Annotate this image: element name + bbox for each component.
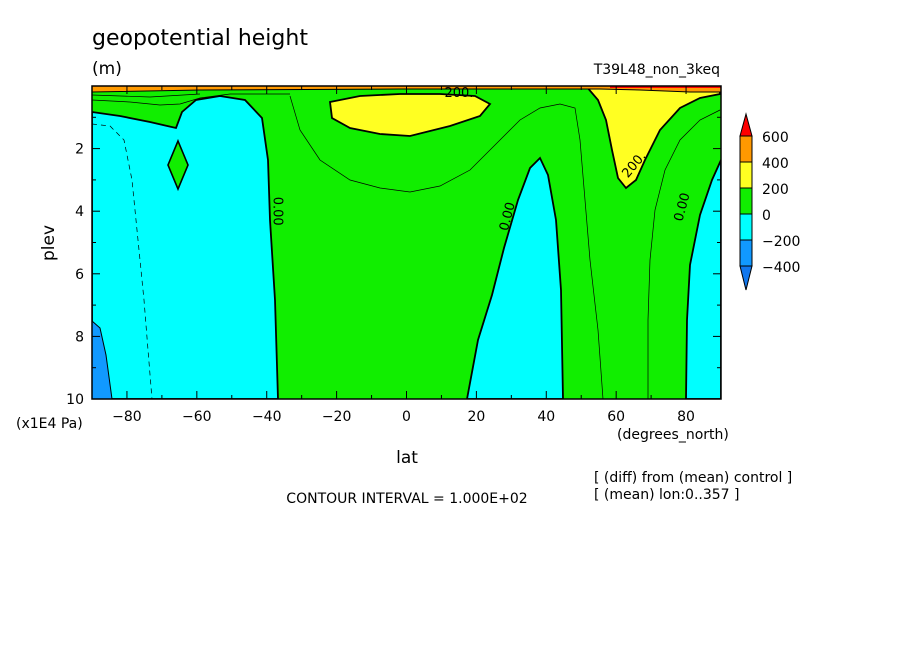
chart-title: geopotential height: [92, 26, 308, 51]
colorbar-label: 400: [762, 156, 789, 172]
x-tick-label: 60: [607, 409, 625, 425]
band-200-400-right: [584, 86, 721, 190]
run-label: T39L48_non_3keq: [593, 62, 720, 78]
contour-label: 0.00: [270, 197, 285, 226]
x-tick-label: 20: [467, 409, 485, 425]
contour-label: 0.00: [497, 201, 519, 233]
contour-label: 200.: [444, 86, 473, 101]
band-neg400-neg200: [92, 320, 113, 399]
x-tick-label: 40: [537, 409, 555, 425]
colorbar-200-400: [739, 161, 753, 189]
y-tick-label: 6: [75, 267, 84, 283]
x-tick-label: −20: [322, 409, 352, 425]
colorbar-label: −400: [762, 260, 800, 276]
contour-label: 0.00: [672, 191, 694, 223]
colorbar-arrow-up: [739, 112, 753, 137]
y-axis: 2 4 6 8 10: [66, 116, 721, 408]
band-200-400-mid: [329, 93, 492, 137]
contour-line-top-a: [92, 93, 290, 106]
band-0-200-diamond: [167, 138, 189, 192]
x-axis-label: lat: [396, 448, 418, 468]
note-diff: [ (diff) from (mean) control ]: [594, 470, 792, 486]
x-tick-label: 0: [402, 409, 411, 425]
band-neg200-0-left: [92, 95, 279, 399]
y-tick-label: 8: [75, 329, 84, 345]
chart-units: (m): [92, 59, 122, 79]
contour-line-top-b: [92, 93, 201, 98]
y-units: (x1E4 Pa): [16, 416, 83, 432]
colorbar-neg200-0: [739, 213, 753, 241]
x-tick-label: −80: [112, 409, 142, 425]
y-tick-label: 10: [66, 392, 84, 408]
band-neg200-0-mid: [466, 156, 564, 399]
x-axis: −80 −60 −40 −20 0 20 40 60 80: [91, 86, 722, 425]
colorbar: 600 400 200 0 −200 −400: [739, 112, 800, 291]
colorbar-label: 0: [762, 208, 771, 224]
contour-interval: CONTOUR INTERVAL = 1.000E+02: [286, 491, 527, 507]
colorbar-neg400-neg200: [739, 239, 753, 267]
colorbar-label: −200: [762, 234, 800, 250]
colorbar-0-200: [739, 187, 753, 215]
contour-line-100-a: [289, 95, 604, 399]
x-tick-label: −60: [182, 409, 212, 425]
colorbar-label: 600: [762, 130, 789, 146]
x-tick-label: 80: [677, 409, 695, 425]
colorbar-arrow-down: [739, 265, 753, 291]
contour-line-neg100: [92, 123, 153, 399]
colorbar-400-600: [739, 135, 753, 163]
x-tick-label: −40: [252, 409, 282, 425]
contour-field: [92, 86, 721, 399]
y-tick-label: 2: [75, 142, 84, 158]
note-mean: [ (mean) lon:0..357 ]: [594, 487, 739, 503]
contour-line-100-b: [647, 109, 721, 399]
x-units: (degrees_north): [617, 427, 729, 443]
band-neg200-0-right: [685, 159, 721, 399]
y-tick-label: 4: [75, 204, 84, 220]
colorbar-label: 200: [762, 182, 789, 198]
y-axis-label: plev: [39, 225, 59, 261]
